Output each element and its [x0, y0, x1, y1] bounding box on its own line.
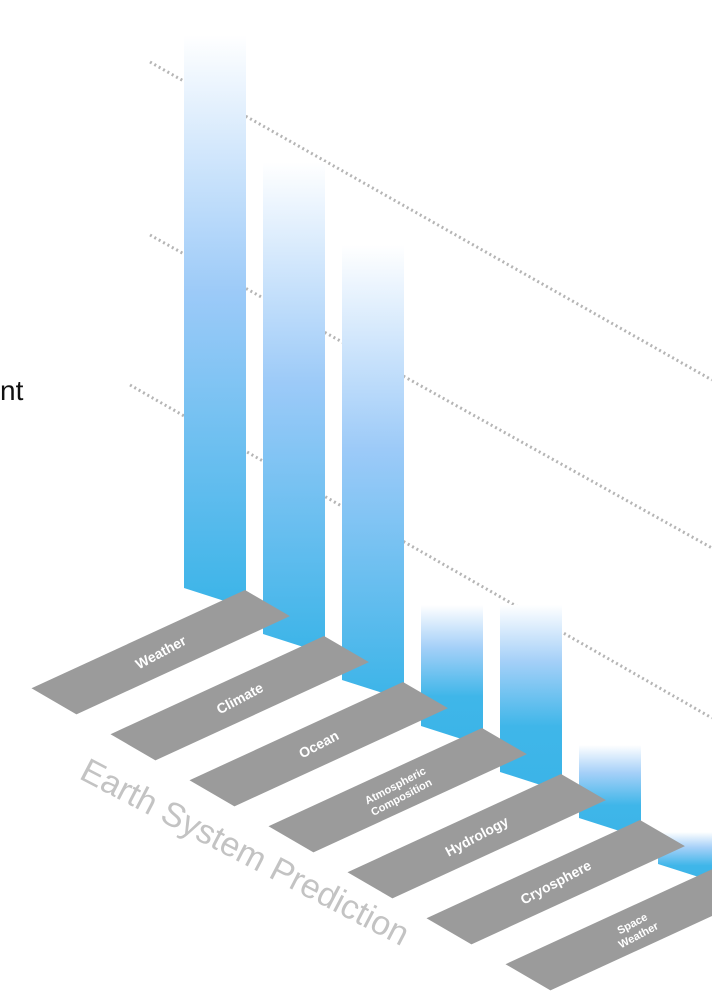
category-tile-1: [31, 590, 290, 715]
left-text-fragment: nt: [0, 375, 24, 406]
bar-3: [342, 245, 404, 700]
bar-4: [421, 605, 483, 746]
category-tile-5: [347, 774, 606, 899]
category-tiles-group: WeatherClimateOceanAtmosphericCompositio…: [31, 590, 712, 991]
bar-1: [184, 35, 246, 608]
bar-6: [579, 745, 641, 838]
bar-2: [263, 162, 325, 654]
category-tile-2: [110, 636, 369, 761]
category-tile-6: [426, 820, 685, 945]
category-tile-4: [268, 728, 527, 853]
category-tile-7: [505, 869, 712, 991]
bars-group: [184, 35, 712, 882]
bar-5: [500, 605, 562, 792]
category-tile-3: [189, 682, 448, 807]
dotted-guide-line-2: [149, 233, 712, 550]
